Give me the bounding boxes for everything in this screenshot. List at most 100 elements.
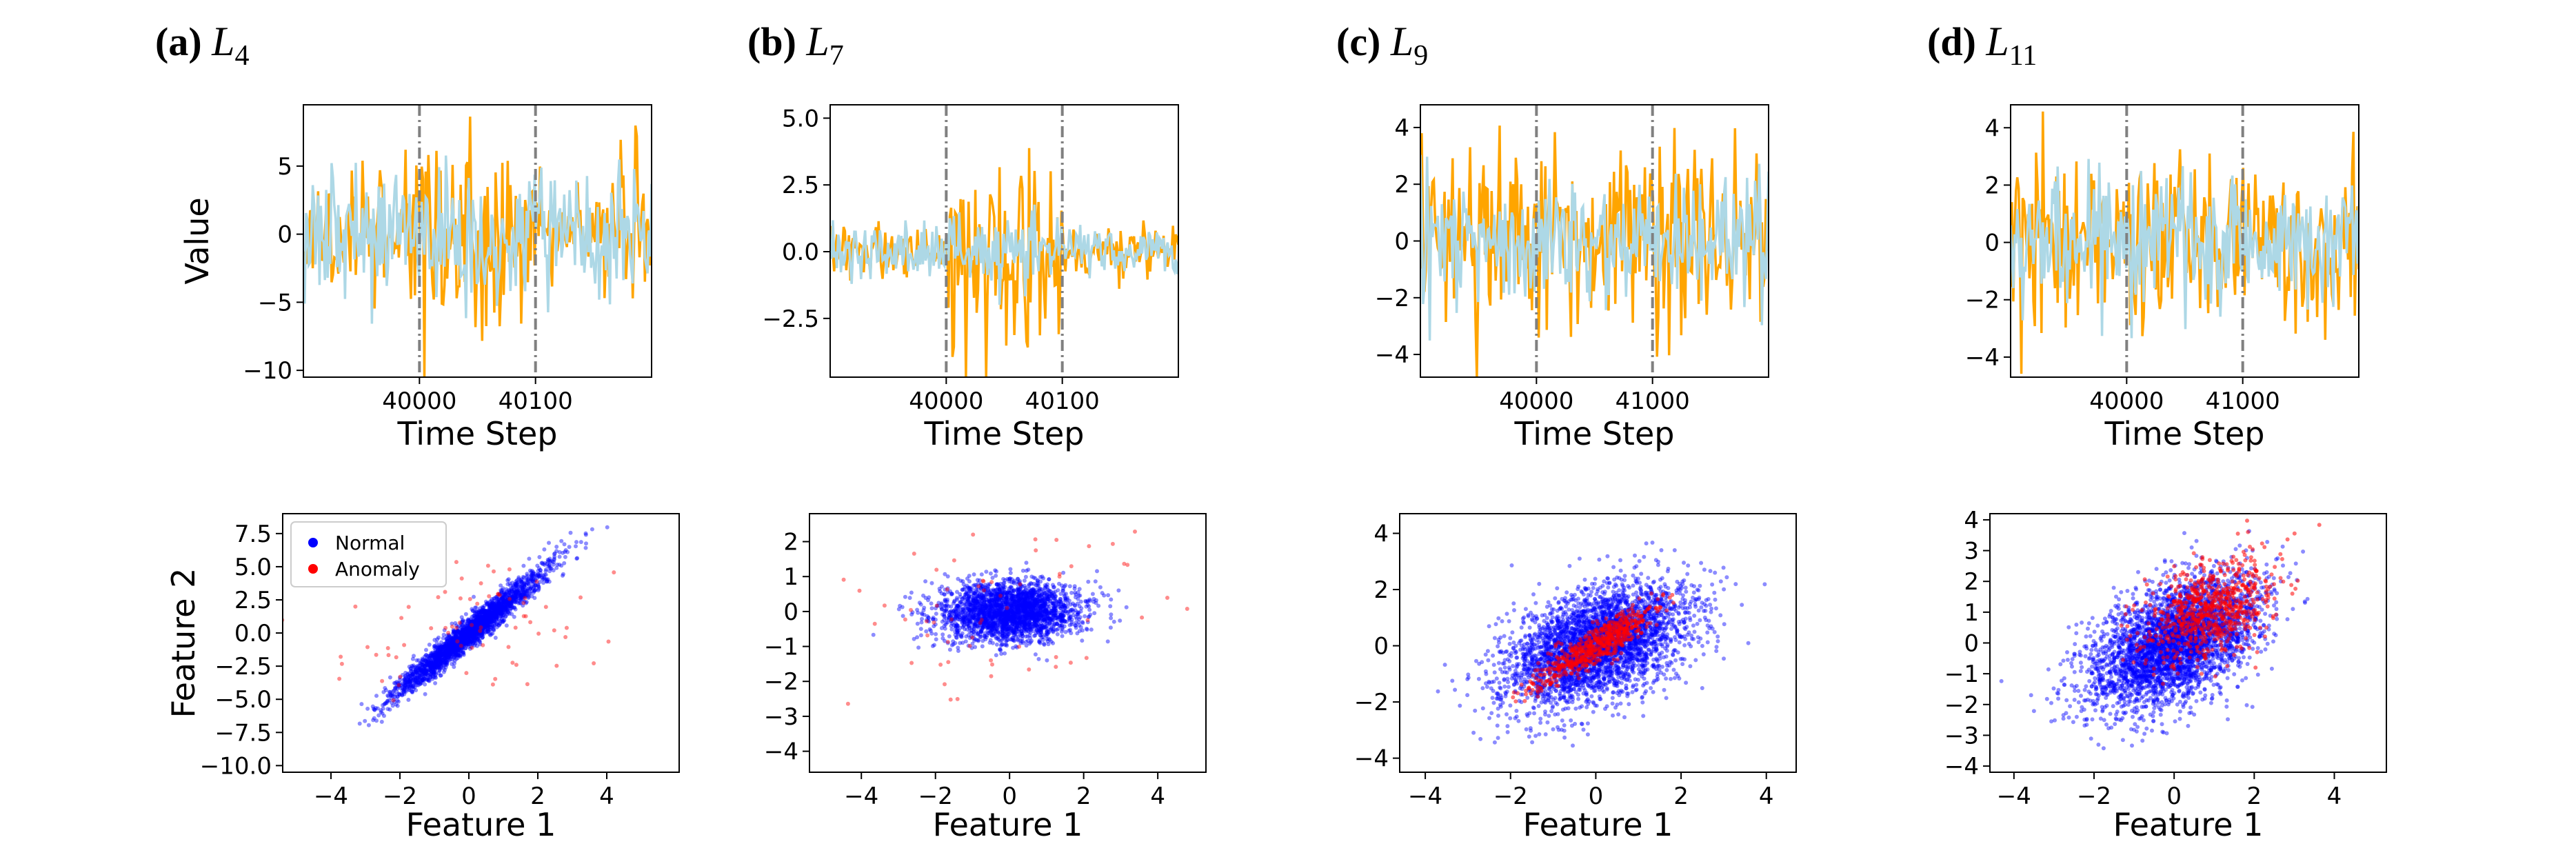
normal-point: [555, 563, 560, 567]
normal-point: [470, 623, 474, 628]
normal-point: [497, 608, 502, 613]
normal-point: [520, 585, 525, 590]
normal-point: [481, 621, 486, 625]
normal-point: [483, 623, 488, 628]
normal-point: [464, 640, 469, 645]
normal-point: [539, 568, 543, 573]
normal-point: [1116, 588, 1121, 593]
normal-point: [1059, 630, 1064, 634]
normal-point: [455, 647, 460, 652]
normal-point: [475, 612, 479, 616]
normal-point: [397, 692, 402, 697]
anomaly-point: [399, 616, 404, 621]
normal-point: [479, 620, 483, 625]
normal-point: [429, 663, 433, 667]
normal-point: [918, 633, 923, 638]
normal-point: [466, 633, 471, 638]
normal-point: [439, 673, 443, 678]
normal-point: [472, 632, 476, 637]
normal-point: [452, 643, 456, 648]
normal-point: [457, 639, 462, 644]
normal-point: [441, 650, 446, 654]
normal-point: [440, 652, 445, 656]
normal-point: [461, 633, 465, 638]
ts-xtick-label: 40000: [382, 387, 456, 415]
normal-point: [494, 595, 499, 599]
normal-point: [529, 573, 534, 578]
normal-point: [453, 640, 457, 645]
normal-point: [499, 595, 504, 600]
normal-point: [478, 612, 483, 617]
normal-point: [467, 633, 472, 637]
normal-point: [487, 614, 492, 619]
normal-point: [479, 626, 483, 631]
normal-point: [407, 684, 412, 688]
anomaly-point: [507, 596, 512, 601]
normal-point: [443, 667, 447, 672]
normal-point: [535, 563, 540, 568]
normal-point: [475, 618, 480, 623]
normal-point: [479, 621, 483, 625]
normal-point: [1105, 639, 1110, 644]
normal-point: [500, 619, 505, 624]
normal-point: [479, 625, 483, 630]
normal-point: [465, 629, 470, 634]
anomaly-point: [525, 682, 530, 687]
normal-point: [457, 640, 462, 645]
normal-point: [435, 645, 440, 650]
normal-point: [447, 643, 452, 647]
normal-point: [474, 632, 479, 636]
normal-point: [450, 657, 455, 662]
normal-point: [1060, 634, 1065, 638]
normal-point: [470, 621, 474, 625]
normal-point: [417, 663, 422, 668]
normal-point: [455, 630, 460, 634]
normal-point: [540, 575, 544, 580]
normal-point: [480, 631, 485, 636]
normal-point: [462, 637, 467, 641]
normal-point: [404, 680, 408, 685]
normal-point: [483, 609, 488, 614]
normal-point: [445, 660, 450, 665]
normal-point: [485, 618, 490, 623]
normal-point: [492, 601, 496, 606]
normal-point: [461, 627, 466, 632]
normal-point: [448, 643, 453, 647]
normal-point: [505, 610, 510, 615]
normal-point: [501, 614, 505, 618]
normal-point: [472, 631, 476, 636]
normal-point: [398, 675, 402, 680]
normal-point: [484, 614, 489, 618]
normal-point: [474, 618, 479, 623]
normal-point: [485, 601, 490, 605]
normal-point: [433, 662, 438, 667]
normal-point: [439, 661, 443, 665]
normal-point: [433, 657, 438, 662]
normal-point: [423, 658, 428, 663]
normal-point: [471, 624, 476, 629]
normal-point: [525, 587, 530, 591]
normal-point: [456, 628, 461, 633]
normal-point: [514, 594, 519, 599]
normal-point: [468, 633, 473, 638]
normal-point: [503, 605, 508, 610]
normal-point: [1042, 643, 1047, 647]
normal-point: [430, 660, 435, 665]
normal-point: [490, 602, 494, 607]
normal-point: [507, 599, 512, 604]
normal-point: [406, 674, 411, 679]
normal-point: [457, 637, 462, 642]
normal-point: [505, 599, 510, 604]
normal-point: [501, 620, 505, 625]
normal-point: [494, 608, 499, 613]
normal-point: [395, 698, 400, 703]
normal-point: [456, 642, 461, 647]
normal-point: [484, 619, 489, 624]
normal-point: [455, 630, 460, 635]
normal-point: [454, 650, 459, 654]
normal-point: [521, 563, 526, 568]
normal-point: [442, 656, 447, 661]
normal-point: [503, 593, 507, 598]
normal-point: [382, 702, 387, 707]
normal-point: [400, 672, 405, 677]
